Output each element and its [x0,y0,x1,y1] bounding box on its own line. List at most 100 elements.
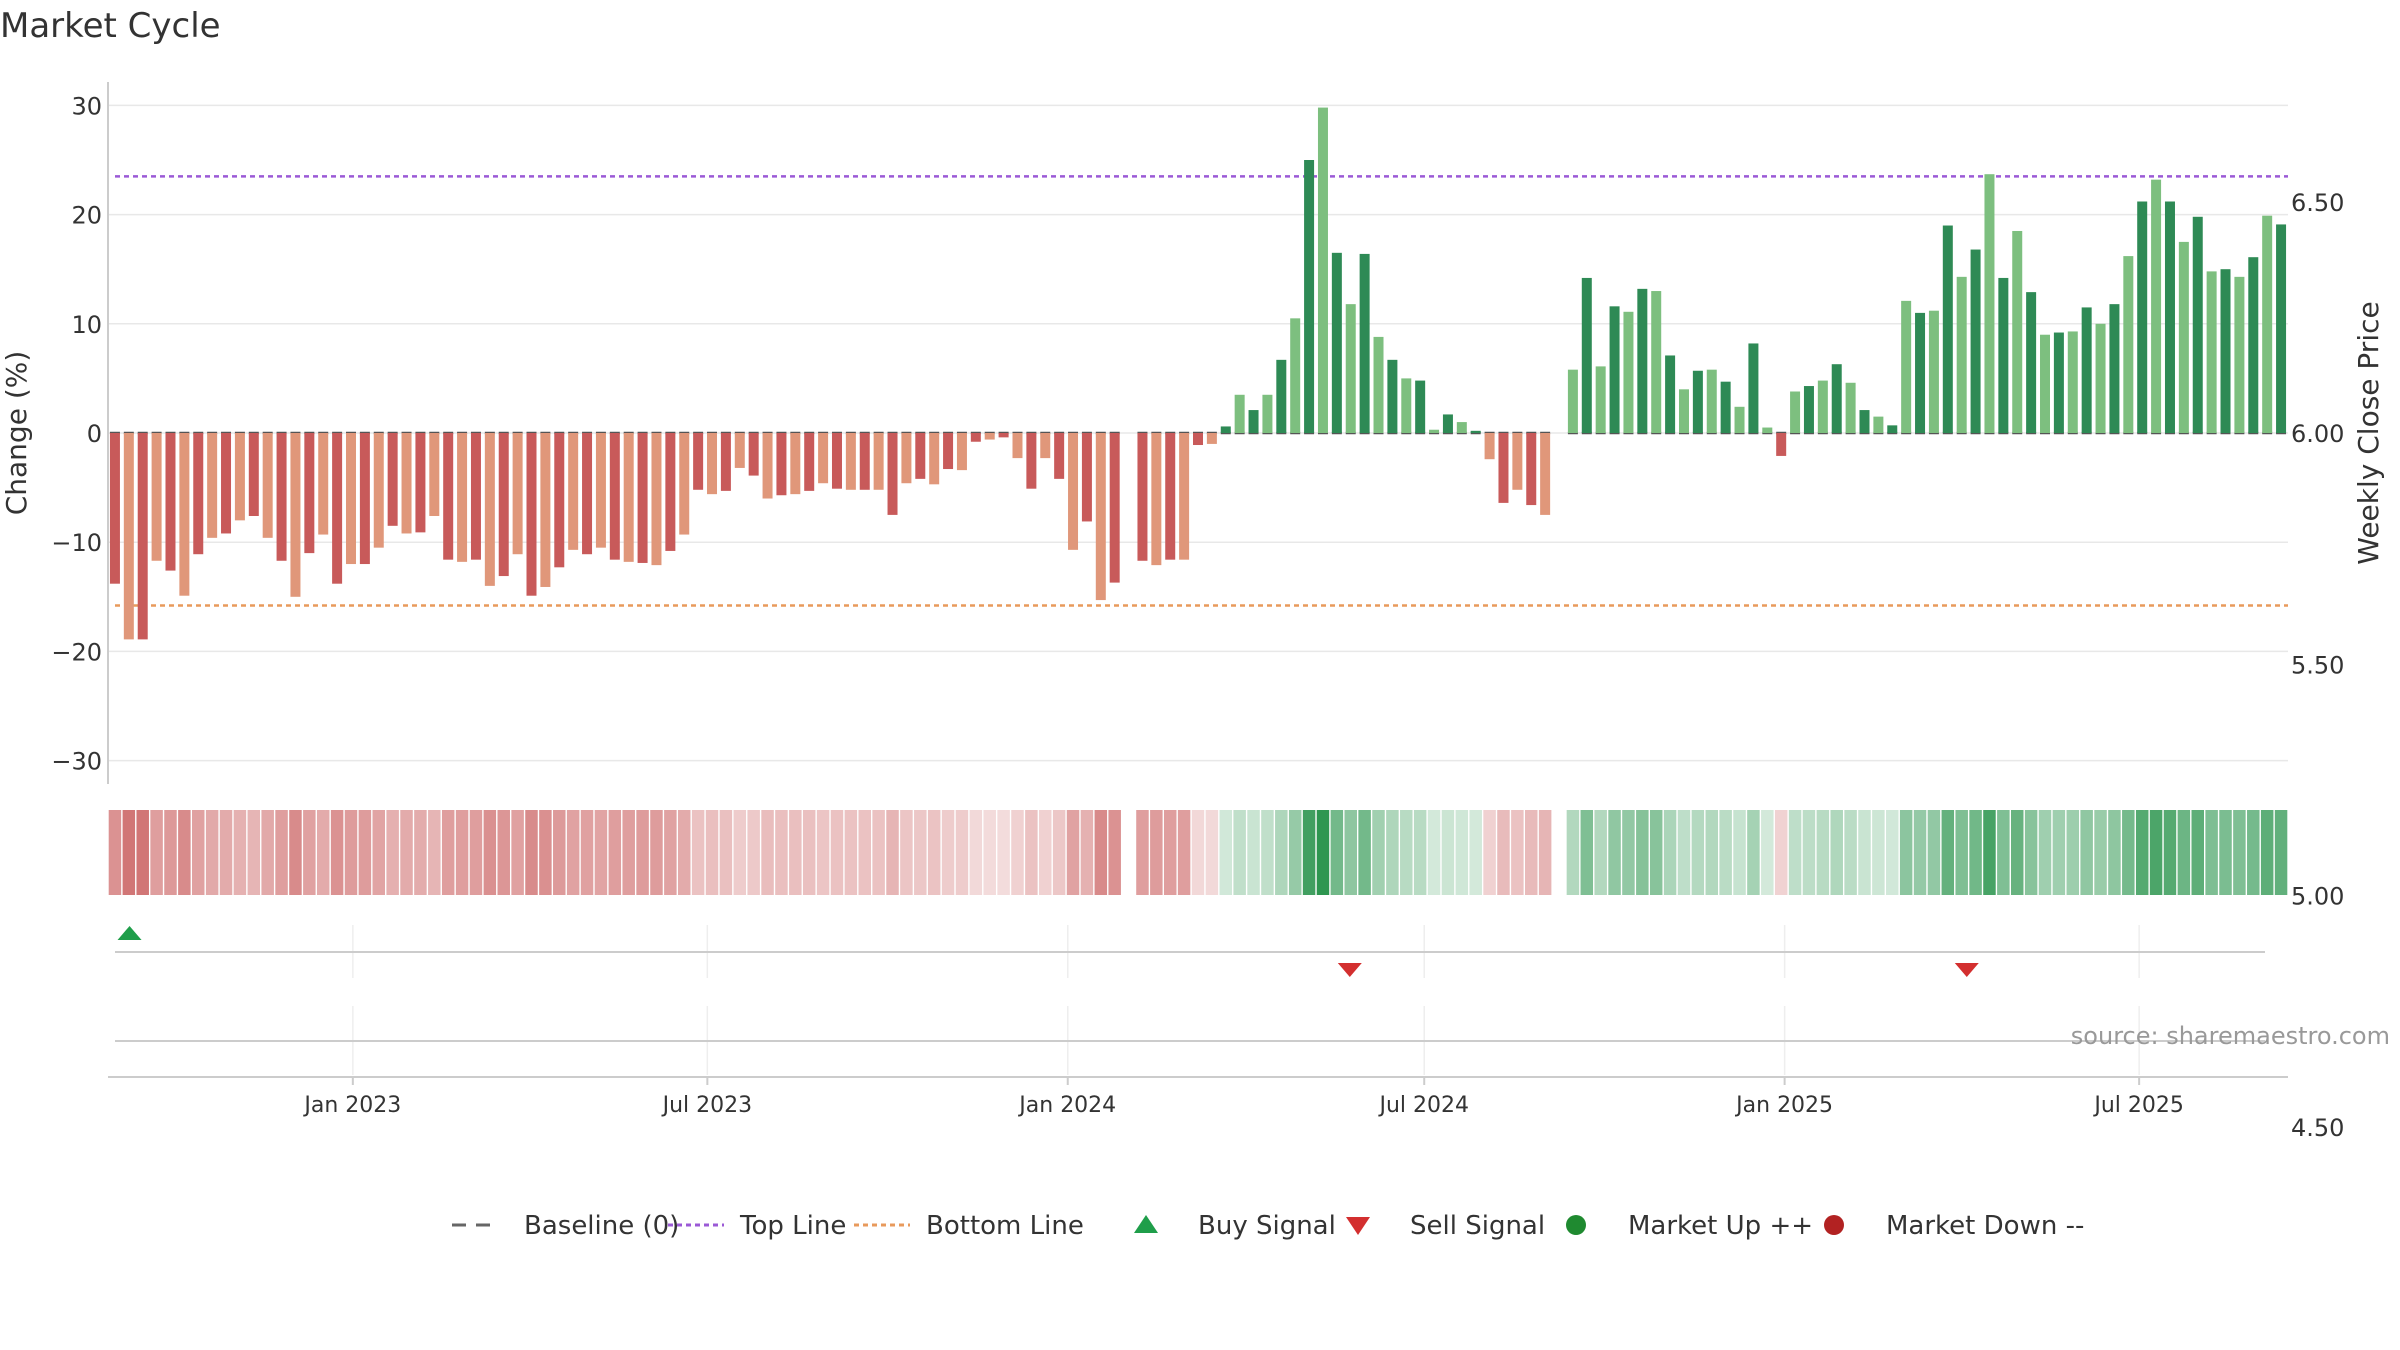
heat-cell [414,810,427,895]
heat-cell [2122,810,2135,895]
bar [221,433,232,534]
bar [345,433,356,565]
bar [568,433,579,550]
bar [1956,276,1967,433]
bar [1984,174,1995,434]
bar [637,433,648,563]
bar [1317,107,1328,434]
bar [2012,230,2023,433]
bar [790,433,801,495]
bar [1581,277,1592,433]
heat-cell [1969,810,1982,895]
bar [1734,406,1745,433]
heat-cell [1177,810,1191,895]
heat-cell [1080,810,1094,895]
heat-cell [789,810,802,895]
bar [1970,249,1981,433]
x-tick-label: Jul 2023 [661,1093,753,1118]
bar [318,433,329,535]
bar [693,433,704,490]
heat-cell [1594,810,1607,895]
bar [1151,433,1162,566]
x-tick-label: Jan 2024 [1017,1093,1116,1118]
bar [457,433,468,562]
legend-label: Buy Signal [1198,1211,1336,1241]
heat-cell [539,810,552,895]
bar [1040,433,1051,459]
bar [1901,300,1912,433]
heat-cell [1733,810,1746,895]
y2-tick-label: 6.00 [2291,420,2344,448]
heat-cell [261,810,274,895]
bar [443,433,454,560]
heat-cell [858,810,871,895]
bar [1692,370,1703,433]
bar [2137,201,2148,433]
bar [1081,433,1092,522]
heat-cell [303,810,316,895]
heat-cell [761,810,774,895]
legend-circle-icon [1566,1215,1586,1235]
heat-cell [2177,810,2191,895]
signal-panel [115,925,2265,1075]
heat-cell [691,810,705,895]
sell-signal-marker [1337,963,1362,977]
heat-cell [178,810,191,895]
heat-cell [108,810,122,895]
heat-cell [1886,810,1899,895]
heat-cell [525,810,538,895]
heat-cell [1774,810,1788,895]
x-tick-label: Jul 2025 [2092,1093,2184,1118]
bar [1193,433,1203,446]
heat-cell [705,810,719,895]
heat-cell [275,810,288,895]
y-tick-label: 0 [87,420,102,448]
x-tick-label: Jul 2024 [1377,1093,1469,1118]
heat-cell [1052,810,1066,895]
heat-cell [775,810,788,895]
legend-circle-icon [1824,1215,1844,1235]
bar [1609,306,1620,433]
heat-cell [1483,810,1496,895]
heat-strip [108,810,2288,895]
heat-cell [372,810,386,895]
heat-cell [580,810,594,895]
heat-cell [1622,810,1635,895]
bar [2164,201,2175,433]
legend-item: Top Line [668,1211,846,1241]
heat-cell [886,810,899,895]
bar [137,433,148,640]
heat-cell [1663,810,1677,895]
heat-cell [608,810,622,895]
heat-cell [1066,810,1080,895]
heat-cell [1941,810,1955,895]
legend-item: Baseline (0) [452,1211,679,1241]
heat-cell [553,810,566,895]
bar [359,433,370,565]
bar [1109,433,1120,583]
heat-cell [1108,810,1121,895]
heat-cell [289,810,302,895]
bar [956,433,967,471]
heat-cell [400,810,413,895]
bar [707,433,718,495]
heat-cell [900,810,913,895]
heat-cell [941,810,955,895]
heat-cell [1844,810,1857,895]
heat-cell [136,810,149,895]
bar [554,433,565,568]
bar [1373,336,1384,433]
heat-cell [1511,810,1524,895]
heat-cell [316,810,330,895]
heat-cell [816,810,830,895]
heat-cell [636,810,649,895]
bar [165,433,176,571]
bar [1845,382,1856,433]
heat-cell [2080,810,2093,895]
heat-cell [983,810,996,895]
heat-cell [1830,810,1843,895]
bar [2109,304,2120,433]
bar [679,433,690,535]
legend-item: Market Up ++ [1566,1211,1813,1241]
heat-cell [1525,810,1538,895]
